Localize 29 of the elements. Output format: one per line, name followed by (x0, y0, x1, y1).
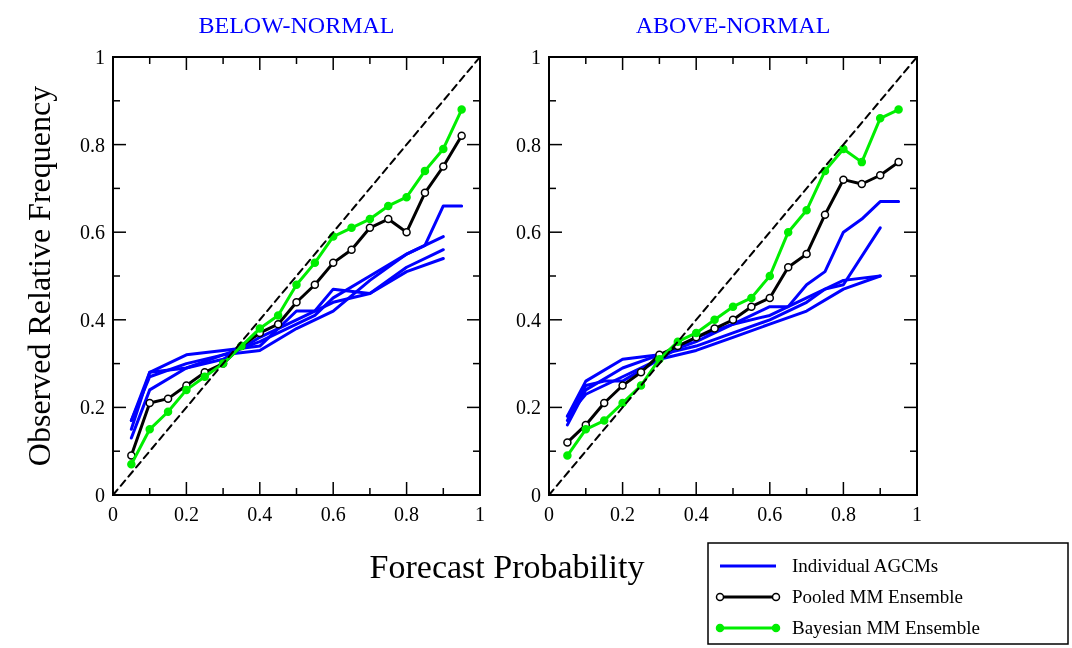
legend-label: Bayesian MM Ensemble (792, 617, 980, 638)
x-tick-label: 0.6 (757, 503, 783, 525)
legend-label: Pooled MM Ensemble (792, 586, 963, 607)
y-tick-label: 0.8 (80, 133, 105, 156)
y-tick-label: 0.2 (516, 396, 541, 419)
x-tick-label: 0.2 (610, 503, 636, 525)
y-axis-title: Observed Relative Frequency (21, 85, 57, 467)
x-tick-label: 0.6 (320, 503, 346, 525)
y-tick-label: 1 (531, 46, 541, 68)
y-tick-label: 0.2 (80, 396, 105, 419)
y-tick-label: 0 (95, 484, 105, 506)
chart-title: ABOVE-NORMAL (635, 12, 831, 38)
x-tick-label: 0.8 (830, 503, 856, 525)
y-tick-label: 0.6 (80, 221, 105, 244)
x-tick-label: 1 (475, 503, 485, 525)
x-tick-label: 0.4 (247, 503, 273, 525)
legend-label: Individual AGCMs (792, 555, 939, 576)
x-axis-title: Forecast Probability (369, 548, 645, 585)
y-tick-label: 0.4 (80, 308, 105, 331)
y-tick-label: 0.6 (516, 221, 541, 244)
y-tick-label: 0 (531, 484, 541, 506)
x-tick-label: 0.4 (683, 503, 709, 525)
y-tick-label: 0.8 (516, 133, 541, 156)
y-tick-label: 0.4 (516, 308, 541, 331)
y-tick-label: 1 (95, 46, 105, 68)
x-tick-label: 0.8 (394, 503, 420, 525)
x-tick-label: 0.2 (173, 503, 199, 525)
x-tick-label: 1 (912, 503, 922, 525)
chart-title: BELOW-NORMAL (198, 12, 395, 38)
